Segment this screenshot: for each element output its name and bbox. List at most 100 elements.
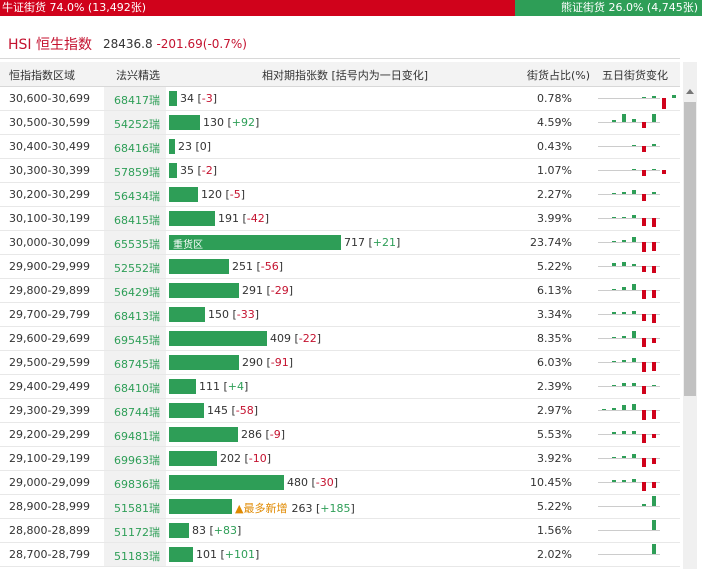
relative-amount: 202 [-10] — [220, 452, 272, 465]
strike-range: 29,200-29,299 — [9, 428, 90, 441]
warrant-link[interactable]: 56429瑞 — [114, 286, 160, 299]
index-price: 28436.8 — [103, 37, 153, 51]
warrant-link[interactable]: 68413瑞 — [114, 310, 160, 323]
amount-value: 23 — [178, 140, 192, 153]
relative-amount: 191 [-42] — [218, 212, 270, 225]
warrant-link[interactable]: 52552瑞 — [114, 262, 160, 275]
warrant-link[interactable]: 68416瑞 — [114, 142, 160, 155]
strike-range: 29,100-29,199 — [9, 452, 90, 465]
share-percent: 2.02% — [537, 548, 572, 561]
warrant-link[interactable]: 69545瑞 — [114, 334, 160, 347]
warrant-link[interactable]: 54252瑞 — [114, 118, 160, 131]
minichart-bar — [652, 520, 656, 530]
minichart-bar — [652, 544, 656, 554]
bull-bear-ratio-bar: 牛证街货 74.0% (13,492张) 熊证街货 26.0% (4,745张) — [0, 0, 702, 16]
warrant-link[interactable]: 68415瑞 — [114, 214, 160, 227]
warrant-cell: 51183瑞 — [104, 543, 166, 566]
minichart-bar — [632, 454, 636, 458]
column-header-warrant: 法兴精选 — [116, 69, 160, 82]
daily-change: +21 — [372, 236, 397, 249]
minichart-bar — [612, 241, 616, 242]
warrant-cell: 68417瑞 — [104, 87, 166, 110]
volume-bar — [169, 211, 215, 226]
amount-value: 717 — [344, 236, 365, 249]
warrant-link[interactable]: 69836瑞 — [114, 478, 160, 491]
warrant-link[interactable]: 51183瑞 — [114, 550, 160, 563]
minichart-bar — [642, 242, 646, 252]
share-percent: 3.99% — [537, 212, 572, 225]
daily-change: -9 — [269, 428, 281, 441]
five-day-minichart — [598, 400, 660, 421]
index-header: HSI 恒生指数 28436.8 -201.69(-0.7%) — [0, 28, 680, 59]
share-percent: 5.22% — [537, 500, 572, 513]
minichart-bar — [612, 432, 616, 434]
index-change: -201.69(-0.7%) — [156, 37, 247, 51]
table-row: 30,600-30,699 68417瑞 34 [-3] 0.78% — [0, 87, 680, 111]
minichart-bar — [632, 331, 636, 338]
share-percent: 6.13% — [537, 284, 572, 297]
volume-bar — [169, 331, 267, 346]
relative-amount: ▲最多新增 263 [+185] — [235, 502, 355, 515]
minichart-bar — [642, 458, 646, 467]
minichart-bar — [632, 404, 636, 410]
amount-value: 286 — [241, 428, 262, 441]
minichart-bar — [642, 290, 646, 299]
warrant-link[interactable]: 68417瑞 — [114, 94, 160, 107]
scrollbar-thumb[interactable] — [684, 102, 696, 396]
warrant-link[interactable]: 69481瑞 — [114, 430, 160, 443]
minichart-bar — [652, 410, 656, 419]
daily-change: -22 — [298, 332, 317, 345]
share-percent: 5.53% — [537, 428, 572, 441]
warrant-link[interactable]: 69963瑞 — [114, 454, 160, 467]
scrollbar[interactable] — [683, 62, 697, 569]
minichart-baseline — [598, 482, 660, 483]
warrant-link[interactable]: 68744瑞 — [114, 406, 160, 419]
volume-bar — [169, 187, 198, 202]
warrant-cell: 56429瑞 — [104, 279, 166, 302]
minichart-baseline — [598, 410, 660, 411]
minichart-bar — [652, 362, 656, 371]
amount-value: 120 — [201, 188, 222, 201]
amount-value: 111 — [199, 380, 220, 393]
share-percent: 5.22% — [537, 260, 572, 273]
volume-bar — [169, 427, 238, 442]
share-percent: 0.78% — [537, 92, 572, 105]
volume-bar — [169, 547, 193, 562]
amount-value: 480 — [287, 476, 308, 489]
minichart-bar — [652, 96, 656, 98]
five-day-minichart — [598, 352, 660, 373]
five-day-minichart — [598, 424, 660, 445]
strike-range: 30,500-30,599 — [9, 116, 90, 129]
warrant-link[interactable]: 68745瑞 — [114, 358, 160, 371]
minichart-bar — [612, 312, 616, 314]
warrant-link[interactable]: 65535瑞 — [114, 238, 160, 251]
daily-change: -5 — [229, 188, 241, 201]
column-header-range: 恒指指数区域 — [9, 69, 75, 82]
minichart-bar — [622, 217, 626, 218]
warrant-cell: 68410瑞 — [104, 375, 166, 398]
strike-range: 28,900-28,999 — [9, 500, 90, 513]
minichart-bar — [642, 314, 646, 321]
minichart-baseline — [598, 554, 660, 555]
strike-range: 28,800-28,899 — [9, 524, 90, 537]
strike-range: 29,600-29,699 — [9, 332, 90, 345]
scroll-up-arrow-icon[interactable] — [686, 89, 694, 94]
amount-value: 263 — [291, 502, 313, 515]
warrant-link[interactable]: 68410瑞 — [114, 382, 160, 395]
relative-amount: 145 [-58] — [207, 404, 259, 417]
amount-value: 290 — [242, 356, 263, 369]
five-day-minichart — [598, 472, 660, 493]
minichart-bar — [652, 266, 656, 273]
warrant-cell: 69963瑞 — [104, 447, 166, 470]
table-row: 30,100-30,199 68415瑞 191 [-42] 3.99% — [0, 207, 680, 231]
warrant-link[interactable]: 51581瑞 — [114, 502, 160, 515]
minichart-bar — [612, 457, 616, 458]
warrant-cell: 68413瑞 — [104, 303, 166, 326]
warrant-link[interactable]: 57859瑞 — [114, 166, 160, 179]
five-day-minichart — [598, 136, 660, 157]
daily-change: +101 — [224, 548, 256, 561]
warrant-link[interactable]: 56434瑞 — [114, 190, 160, 203]
warrant-link[interactable]: 51172瑞 — [114, 526, 160, 539]
five-day-minichart — [598, 256, 660, 277]
minichart-bar — [632, 479, 636, 482]
